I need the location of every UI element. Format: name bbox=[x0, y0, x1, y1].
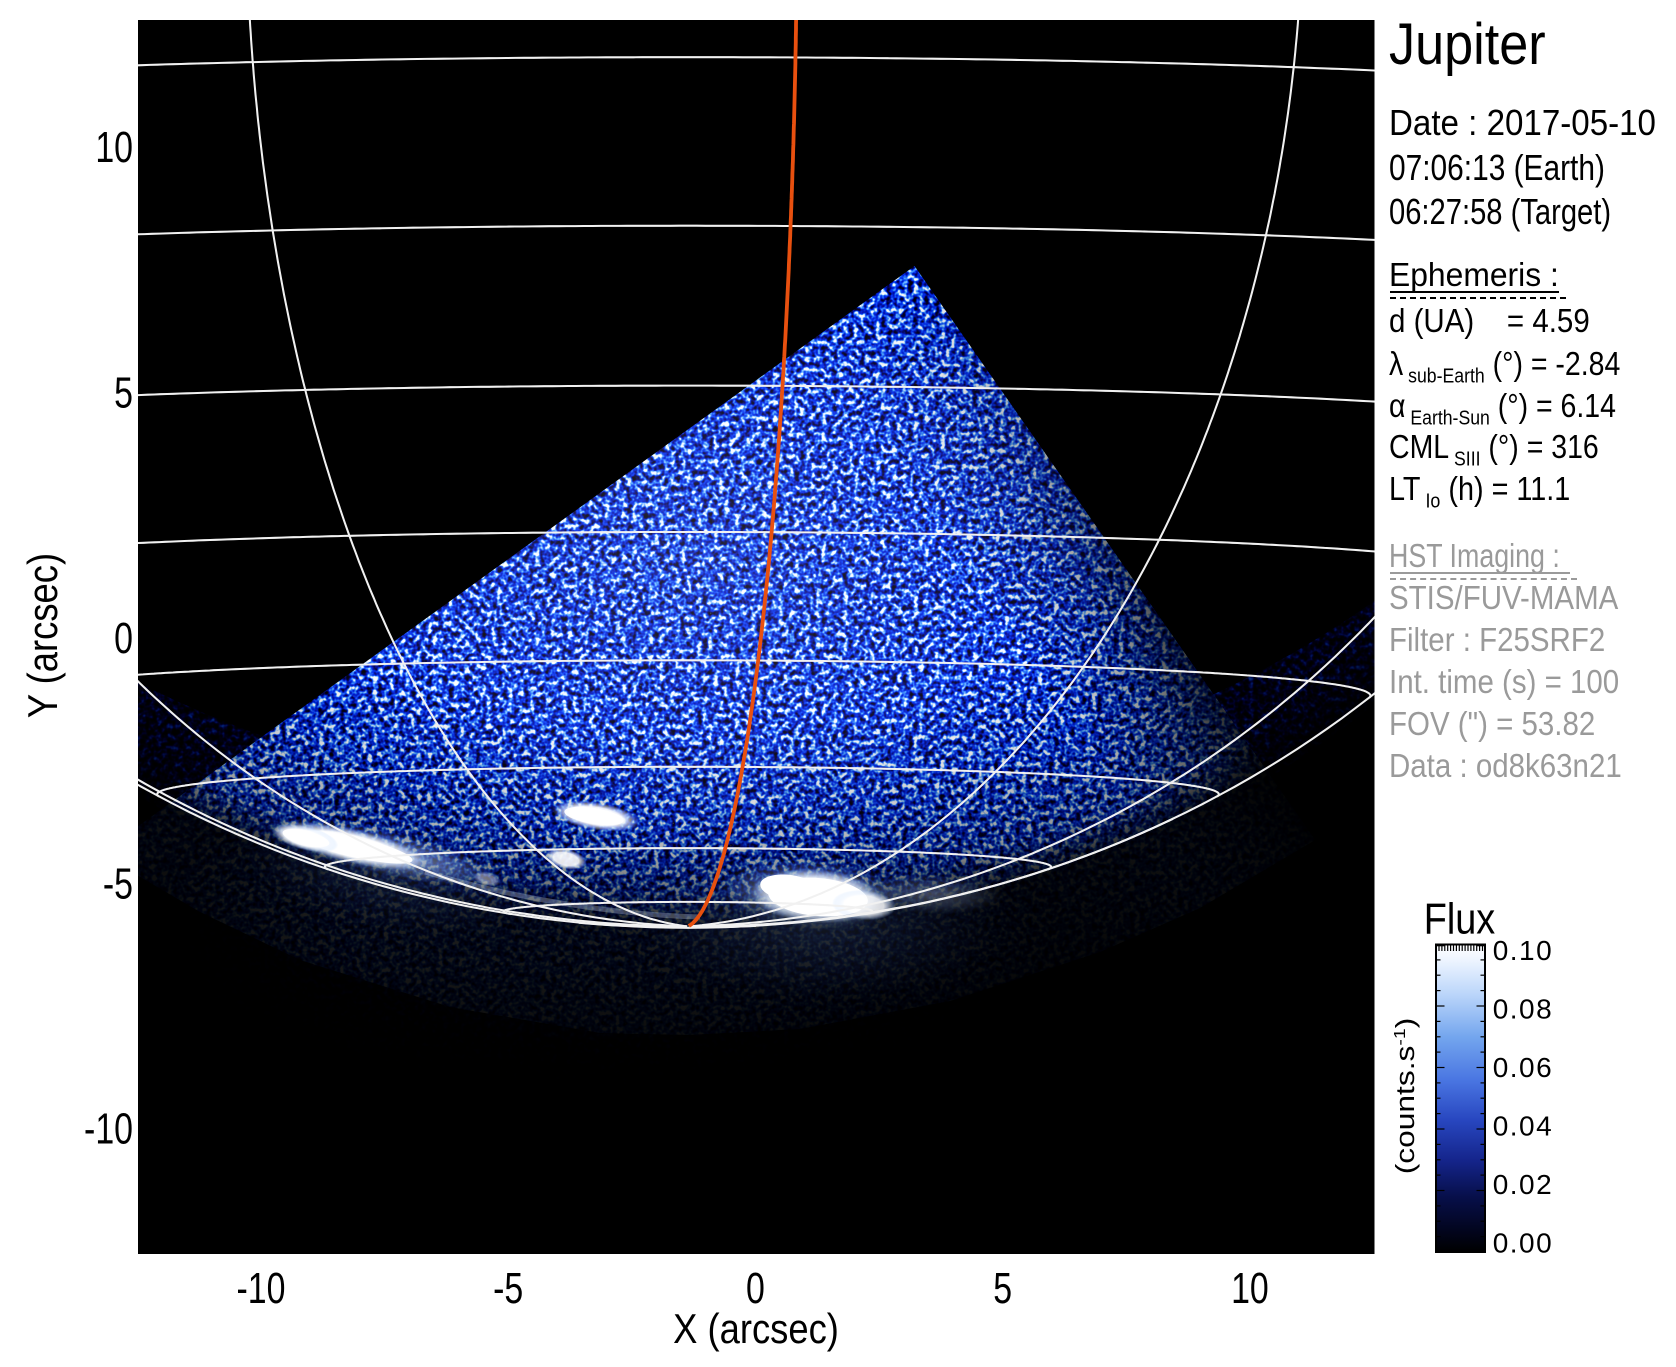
svg-text:5: 5 bbox=[993, 1264, 1012, 1313]
svg-text:10: 10 bbox=[95, 123, 133, 172]
svg-text:Y (arcsec): Y (arcsec) bbox=[21, 553, 67, 718]
svg-text:0.08: 0.08 bbox=[1493, 994, 1554, 1025]
svg-text:-5: -5 bbox=[103, 859, 133, 908]
svg-text:-5: -5 bbox=[493, 1264, 523, 1313]
svg-text:X (arcsec): X (arcsec) bbox=[673, 1307, 839, 1353]
svg-text:0.04: 0.04 bbox=[1493, 1111, 1554, 1142]
svg-text:0: 0 bbox=[114, 614, 133, 663]
svg-text:10: 10 bbox=[1231, 1264, 1269, 1313]
svg-text:Flux: Flux bbox=[1424, 894, 1496, 943]
svg-text:0.10: 0.10 bbox=[1493, 935, 1554, 966]
svg-text:(counts.s-1): (counts.s-1) bbox=[1391, 1018, 1421, 1175]
svg-text:0.00: 0.00 bbox=[1493, 1228, 1554, 1259]
svg-text:-10: -10 bbox=[237, 1264, 286, 1313]
svg-text:0.06: 0.06 bbox=[1493, 1052, 1554, 1083]
svg-text:5: 5 bbox=[114, 368, 133, 417]
svg-text:0: 0 bbox=[746, 1264, 765, 1313]
svg-text:-10: -10 bbox=[84, 1104, 133, 1153]
svg-text:0.02: 0.02 bbox=[1493, 1169, 1554, 1200]
